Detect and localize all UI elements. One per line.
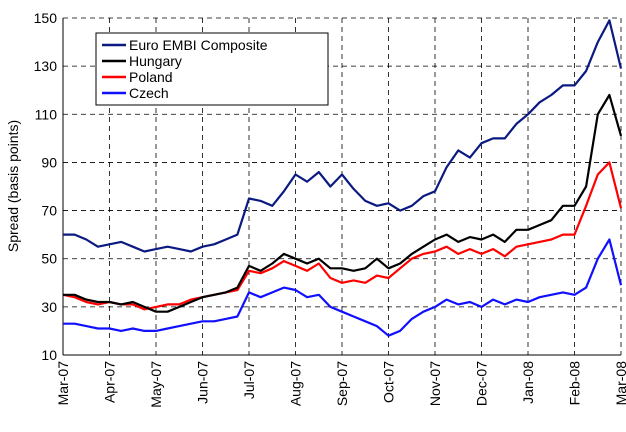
series-line bbox=[63, 238, 623, 337]
series-line bbox=[62, 161, 623, 311]
y-tick-label: 150 bbox=[34, 10, 58, 26]
x-tick-label: Mar-08 bbox=[613, 361, 626, 406]
y-tick-label: 110 bbox=[35, 106, 58, 122]
series-line bbox=[63, 93, 623, 313]
y-tick-label: 90 bbox=[41, 154, 57, 170]
x-tick-label: May-07 bbox=[148, 361, 164, 408]
x-tick-label: Jun-07 bbox=[195, 361, 211, 404]
x-tick-label: Jan-08 bbox=[520, 361, 536, 404]
legend-label: Czech bbox=[129, 85, 169, 101]
x-tick-label: Oct-07 bbox=[381, 361, 397, 403]
x-tick-label: Mar-07 bbox=[55, 361, 71, 406]
y-axis-label: Spread (basis points) bbox=[5, 120, 21, 252]
y-tick-label: 50 bbox=[41, 251, 57, 267]
legend-label: Hungary bbox=[129, 53, 182, 69]
x-tick-label: Feb-08 bbox=[567, 361, 583, 406]
x-tick-label: Dec-07 bbox=[474, 361, 490, 406]
x-tick-label: Nov-07 bbox=[427, 361, 443, 406]
legend-box bbox=[95, 32, 329, 106]
y-tick-label: 70 bbox=[41, 203, 57, 219]
y-tick-label: 10 bbox=[41, 347, 57, 363]
x-tick-label: Aug-07 bbox=[288, 361, 304, 406]
y-tick-label: 130 bbox=[34, 58, 58, 74]
x-tick-label: Apr-07 bbox=[102, 361, 118, 403]
legend-label: Poland bbox=[129, 69, 173, 85]
x-tick-label: Jul-07 bbox=[241, 361, 257, 399]
legend-label: Euro EMBI Composite bbox=[129, 37, 268, 53]
series-line bbox=[63, 19, 623, 253]
y-tick-label: 30 bbox=[41, 299, 57, 315]
x-tick-label: Sep-07 bbox=[334, 361, 350, 406]
